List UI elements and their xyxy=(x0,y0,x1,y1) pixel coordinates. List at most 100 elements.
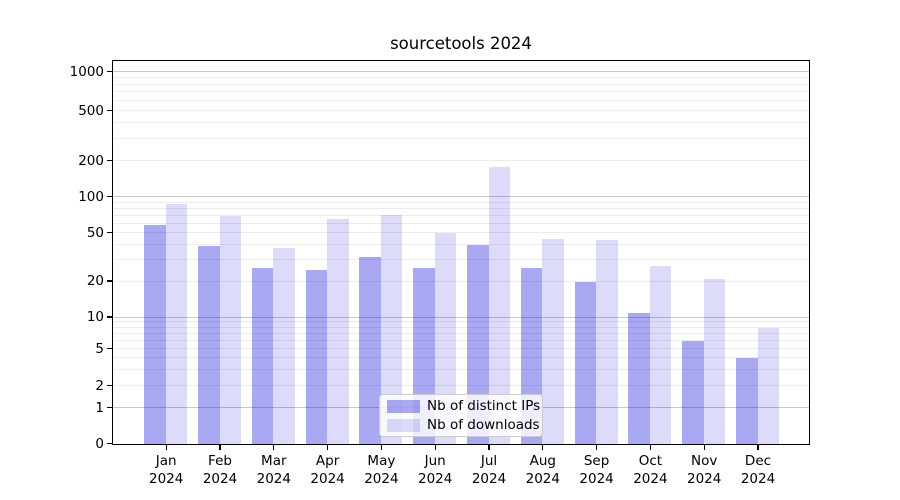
bar-downloads-apr xyxy=(327,218,349,444)
y-tick-label-5: 5 xyxy=(95,340,104,357)
gridline-9 xyxy=(113,321,809,323)
legend-label-distinct-ips: Nb of distinct IPs xyxy=(427,398,541,414)
gridline-4 xyxy=(113,357,809,358)
x-tick-mark-mar xyxy=(273,444,275,450)
bar-ips-mar xyxy=(251,267,274,444)
bar-downloads-jul xyxy=(488,166,510,444)
gridline-100 xyxy=(113,196,809,197)
bar-ips-nov xyxy=(682,340,704,444)
gridline-40 xyxy=(113,243,809,245)
bar-ips-may xyxy=(359,256,381,444)
gridline-30 xyxy=(113,259,809,260)
gridline-50 xyxy=(113,232,809,233)
bar-ips-dec xyxy=(736,358,758,444)
gridline-900 xyxy=(113,76,809,78)
y-tick-mark-0 xyxy=(107,442,112,445)
gridline-400 xyxy=(113,122,809,124)
y-tick-label-1: 1 xyxy=(95,399,104,416)
y-tick-mark-200 xyxy=(107,159,112,162)
x-tick-mark-may xyxy=(380,444,383,450)
y-tick-mark-100 xyxy=(107,195,112,198)
legend-swatch-downloads xyxy=(387,418,420,432)
gridline-8 xyxy=(113,326,809,328)
gridline-700 xyxy=(113,91,809,93)
x-tick-label-jan: Jan 2024 xyxy=(149,453,184,487)
bar-downloads-dec xyxy=(757,327,779,444)
legend: Nb of distinct IPs Nb of downloads xyxy=(379,394,543,437)
legend-item-downloads: Nb of downloads xyxy=(387,417,540,433)
gridline-600 xyxy=(113,99,809,101)
y-tick-mark-20 xyxy=(107,280,112,282)
y-tick-mark-50 xyxy=(107,231,112,234)
gridline-300 xyxy=(113,137,809,139)
gridline-6 xyxy=(113,339,809,341)
bar-downloads-jan xyxy=(165,204,188,444)
gridline-90 xyxy=(113,201,809,203)
x-tick-mark-dec xyxy=(757,444,759,450)
x-tick-label-sep: Sep 2024 xyxy=(579,453,614,487)
gridline-800 xyxy=(113,83,809,85)
y-tick-mark-5 xyxy=(107,347,112,350)
bar-ips-apr xyxy=(305,269,328,444)
chart-title: sourcetools 2024 xyxy=(390,34,532,53)
bar-ips-jan xyxy=(144,225,166,444)
x-tick-label-jun: Jun 2024 xyxy=(418,453,453,487)
gridline-20 xyxy=(113,280,809,282)
bar-downloads-jun xyxy=(434,233,457,444)
x-tick-label-may: May 2024 xyxy=(364,453,399,487)
x-tick-mark-sep xyxy=(595,444,598,450)
bar-ips-oct xyxy=(628,312,650,444)
y-tick-mark-1 xyxy=(107,406,112,409)
y-tick-mark-2 xyxy=(107,384,112,387)
gridline-60 xyxy=(113,222,809,224)
gridline-1000 xyxy=(113,71,809,72)
plot-inner xyxy=(113,61,809,444)
x-tick-mark-nov xyxy=(703,444,705,450)
bar-downloads-may xyxy=(380,214,403,444)
x-tick-label-mar: Mar 2024 xyxy=(256,453,291,487)
gridline-500 xyxy=(113,110,809,111)
bar-ips-sep xyxy=(574,281,597,444)
x-tick-label-feb: Feb 2024 xyxy=(202,453,238,487)
y-tick-label-1000: 1000 xyxy=(69,63,104,80)
gridline-2 xyxy=(113,385,809,386)
x-tick-label-jul: Jul 2024 xyxy=(471,453,507,487)
y-tick-label-500: 500 xyxy=(78,102,104,119)
x-tick-mark-apr xyxy=(326,444,329,450)
y-tick-mark-1000 xyxy=(107,70,112,73)
bar-downloads-mar xyxy=(273,247,295,444)
y-tick-mark-500 xyxy=(107,109,112,112)
x-tick-mark-jan xyxy=(165,444,167,450)
x-tick-label-dec: Dec 2024 xyxy=(740,453,776,487)
y-tick-label-20: 20 xyxy=(86,273,104,289)
legend-item-distinct-ips: Nb of distinct IPs xyxy=(387,398,540,414)
x-tick-mark-aug xyxy=(542,444,544,450)
y-tick-label-10: 10 xyxy=(86,309,104,325)
bar-downloads-oct xyxy=(649,265,672,444)
plot-area xyxy=(112,60,810,445)
x-tick-mark-feb xyxy=(219,444,221,450)
gridline-5 xyxy=(113,348,809,349)
y-tick-label-200: 200 xyxy=(78,152,104,169)
x-tick-mark-jun xyxy=(434,444,436,450)
x-tick-mark-oct xyxy=(649,444,652,450)
y-tick-label-2: 2 xyxy=(95,377,104,394)
gridline-80 xyxy=(113,207,809,209)
x-tick-mark-jul xyxy=(488,444,490,450)
bar-downloads-nov xyxy=(703,278,726,444)
gridline-3 xyxy=(113,368,809,370)
y-tick-label-50: 50 xyxy=(86,224,104,241)
x-tick-label-oct: Oct 2024 xyxy=(633,453,668,487)
y-tick-label-0: 0 xyxy=(95,435,104,452)
x-tick-label-aug: Aug 2024 xyxy=(525,453,560,487)
bar-downloads-aug xyxy=(542,238,564,444)
y-tick-mark-10 xyxy=(107,316,112,318)
gridline-200 xyxy=(113,160,809,161)
x-tick-label-nov: Nov 2024 xyxy=(687,453,722,487)
gridline-7 xyxy=(113,332,809,334)
y-tick-label-100: 100 xyxy=(78,188,104,205)
bar-ips-feb xyxy=(198,246,220,444)
gridline-10 xyxy=(113,316,809,318)
legend-swatch-distinct-ips xyxy=(387,399,420,413)
